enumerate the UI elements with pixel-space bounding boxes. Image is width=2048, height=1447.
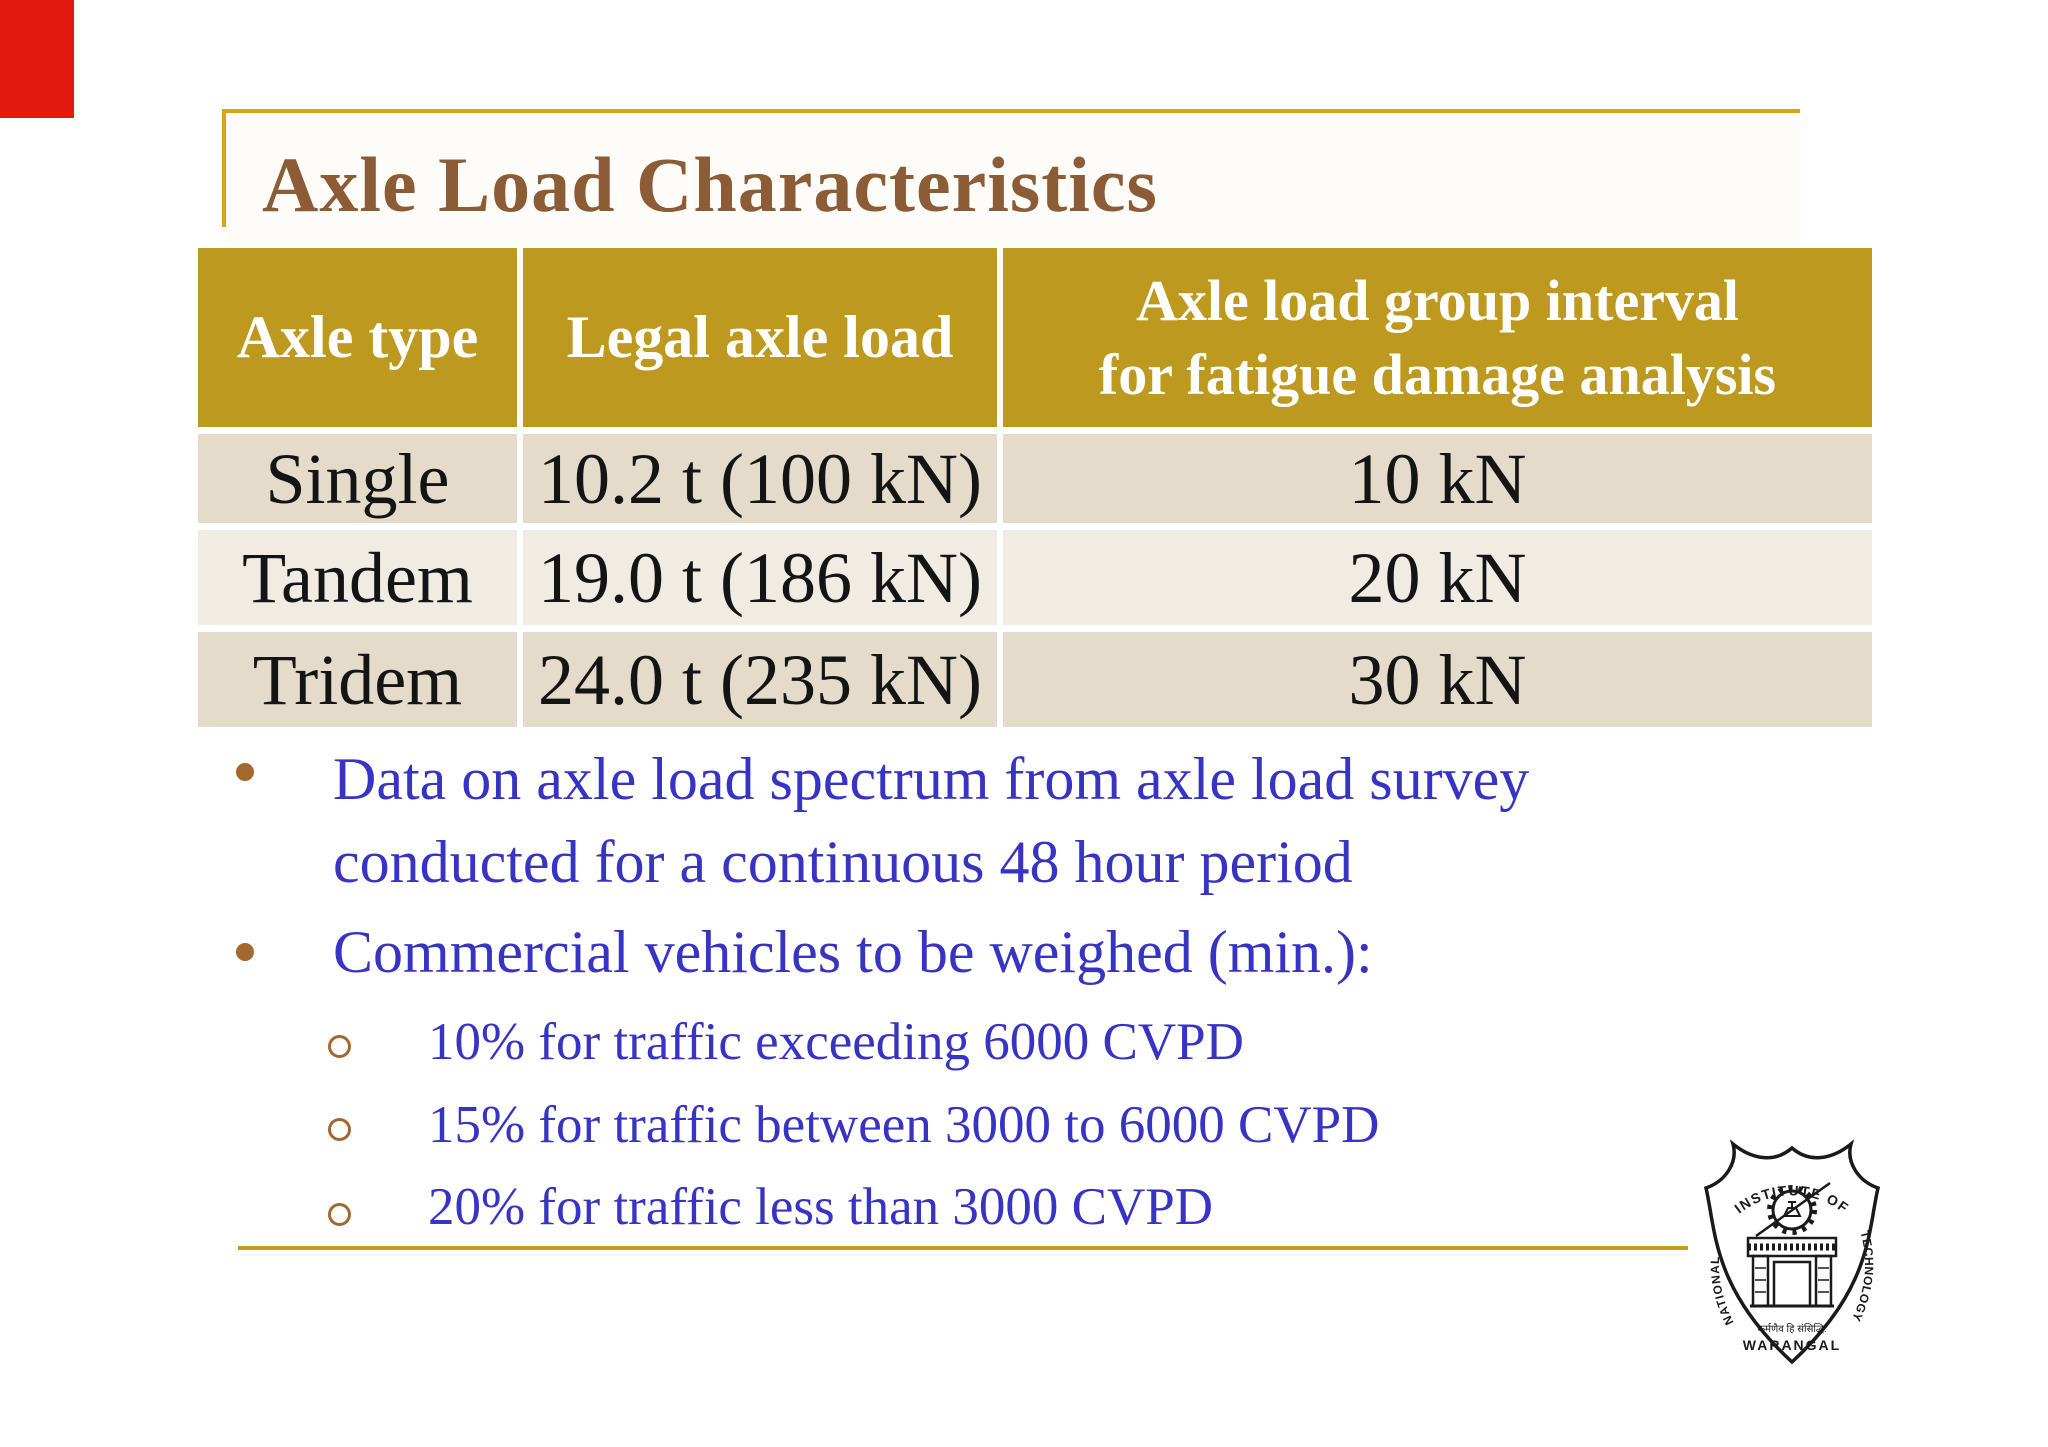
title-box-top-border [222, 109, 1800, 113]
sub-bullet-traffic-3000-6000: 15% for traffic between 3000 to 6000 CVP… [428, 1096, 1380, 1154]
bullet-commercial-vehicles: Commercial vehicles to be weighed (min.)… [333, 919, 1373, 985]
table-header-group-interval-line2: for fatigue damage analysis [1098, 341, 1777, 407]
table-cell-interval-tandem: 20 kN [1003, 530, 1872, 625]
table-cell-legal-load-single: 10.2 t (100 kN) [523, 434, 997, 523]
circle-bullet-icon [328, 1118, 351, 1141]
bullet-axle-load-survey: Data on axle load spectrum from axle loa… [333, 738, 1529, 904]
sub-bullet-traffic-less-3000: 20% for traffic less than 3000 CVPD [428, 1178, 1214, 1236]
axle-load-table: Axle type Legal axle load Axle load grou… [198, 248, 1872, 727]
table-cell-interval-tridem: 30 kN [1003, 632, 1872, 727]
footer-divider-line [238, 1246, 1688, 1250]
page-title: Axle Load Characteristics [262, 141, 1158, 228]
logo-motto-text: कर्मणैव हि संसिद्धि: [1757, 1323, 1826, 1335]
bullet-axle-load-survey-line1: Data on axle load spectrum from axle loa… [333, 746, 1530, 812]
table-header-group-interval: Axle load group interval for fatigue dam… [1003, 248, 1872, 427]
red-accent-block [0, 0, 74, 118]
logo-text-warangal: WARANGAL [1743, 1337, 1841, 1353]
logo-arch-icon [1746, 1236, 1838, 1308]
table-header-group-interval-line1: Axle load group interval [1135, 267, 1740, 333]
circle-bullet-icon [328, 1035, 351, 1058]
bullet-dot-icon [236, 943, 254, 961]
table-cell-legal-load-tandem: 19.0 t (186 kN) [523, 530, 997, 625]
circle-bullet-icon [328, 1203, 351, 1226]
table-cell-interval-single: 10 kN [1003, 434, 1872, 523]
title-box-background [226, 113, 1800, 245]
bullet-axle-load-survey-line2: conducted for a continuous 48 hour perio… [333, 829, 1353, 895]
table-cell-axle-type-single: Single [198, 434, 517, 523]
table-header-axle-type: Axle type [198, 248, 517, 427]
nit-warangal-logo: INSTITUTE OF NATIONAL TECHNOLOGY कर्मणैव… [1703, 1139, 1881, 1365]
logo-shield-outline [1703, 1139, 1881, 1365]
sub-bullet-traffic-exceeding-6000: 10% for traffic exceeding 6000 CVPD [428, 1013, 1244, 1071]
title-box-left-border [222, 109, 226, 227]
table-cell-axle-type-tridem: Tridem [198, 632, 517, 727]
table-header-legal-axle-load: Legal axle load [523, 248, 997, 427]
table-cell-legal-load-tridem: 24.0 t (235 kN) [523, 632, 997, 727]
bullet-dot-icon [236, 763, 254, 781]
table-cell-axle-type-tandem: Tandem [198, 530, 517, 625]
